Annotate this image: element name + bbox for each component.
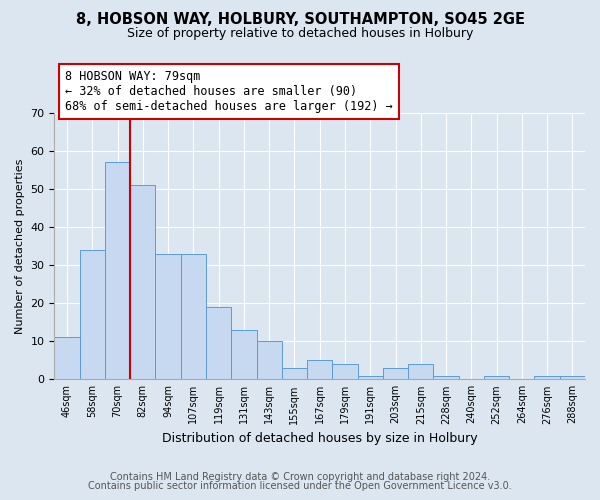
Bar (282, 368, 307, 380)
Bar (181, 254, 206, 380)
Bar (484, 376, 509, 380)
Bar (55, 338, 80, 380)
Text: Contains HM Land Registry data © Crown copyright and database right 2024.: Contains HM Land Registry data © Crown c… (110, 472, 490, 482)
Text: Size of property relative to detached houses in Holbury: Size of property relative to detached ho… (127, 28, 473, 40)
Bar (560, 376, 585, 380)
Text: 8 HOBSON WAY: 79sqm
← 32% of detached houses are smaller (90)
68% of semi-detach: 8 HOBSON WAY: 79sqm ← 32% of detached ho… (65, 70, 393, 113)
Bar (307, 360, 332, 380)
X-axis label: Distribution of detached houses by size in Holbury: Distribution of detached houses by size … (162, 432, 478, 445)
Text: 8, HOBSON WAY, HOLBURY, SOUTHAMPTON, SO45 2GE: 8, HOBSON WAY, HOLBURY, SOUTHAMPTON, SO4… (76, 12, 524, 28)
Y-axis label: Number of detached properties: Number of detached properties (15, 158, 25, 334)
Bar (535, 376, 560, 380)
Bar (332, 364, 358, 380)
Bar (358, 376, 383, 380)
Bar (206, 307, 231, 380)
Bar (257, 342, 282, 380)
Bar (105, 162, 130, 380)
Bar (155, 254, 181, 380)
Bar (130, 186, 155, 380)
Bar (231, 330, 257, 380)
Bar (408, 364, 433, 380)
Text: Contains public sector information licensed under the Open Government Licence v3: Contains public sector information licen… (88, 481, 512, 491)
Bar (383, 368, 408, 380)
Bar (80, 250, 105, 380)
Bar (433, 376, 458, 380)
